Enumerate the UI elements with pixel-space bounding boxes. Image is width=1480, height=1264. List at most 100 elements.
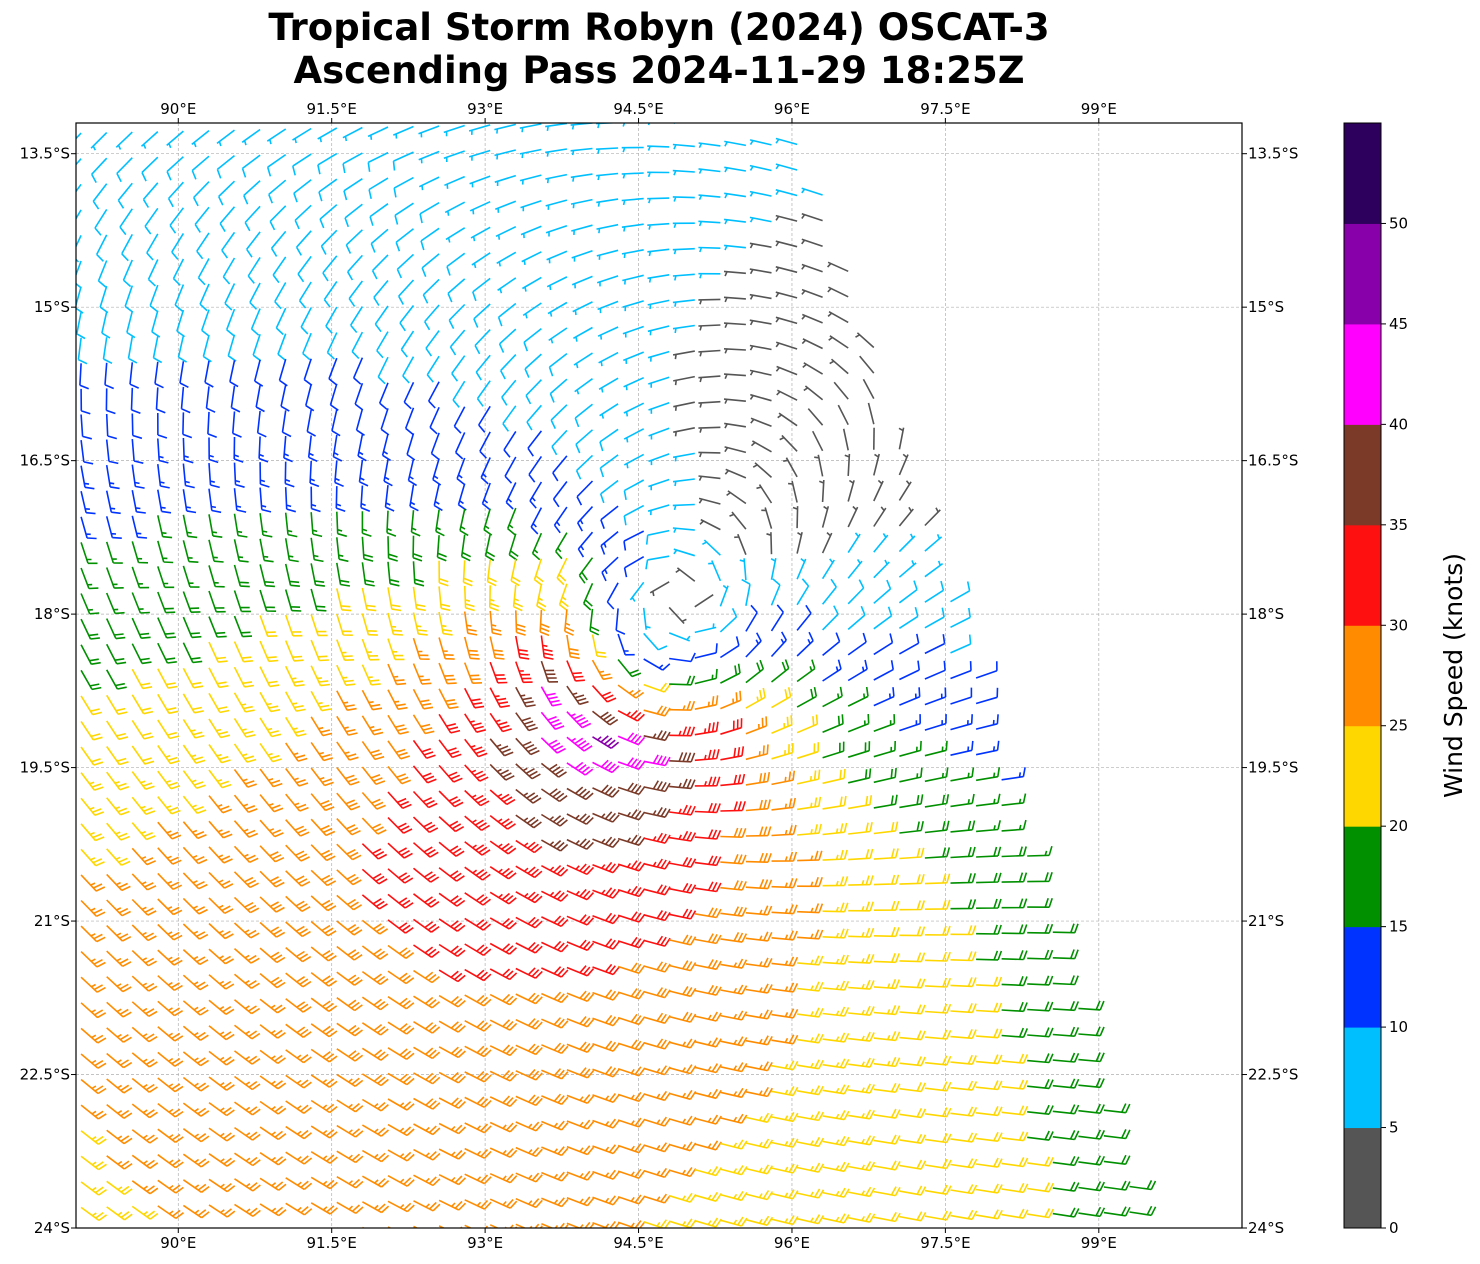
wind-barb (801, 263, 823, 273)
wind-barb (924, 660, 946, 680)
wind-barb (796, 1162, 825, 1173)
wind-barb (873, 687, 895, 707)
wind-barb (106, 1027, 132, 1043)
colorbar-tick-label: 5 (1389, 1119, 1399, 1137)
colorbar-tick-label: 50 (1389, 214, 1408, 232)
wind-barb (599, 454, 619, 478)
wind-barb (822, 1161, 850, 1173)
wind-barb (847, 632, 867, 656)
wind-barb (361, 664, 381, 686)
wind-barb (752, 462, 773, 478)
wind-barb (647, 299, 670, 310)
wind-barb (217, 180, 236, 206)
wind-barb (672, 324, 695, 334)
wind-barb (106, 771, 130, 791)
wind-barb (413, 1097, 441, 1110)
wind-barb (259, 538, 274, 563)
wind-barb (384, 485, 395, 512)
wind-barb (776, 389, 798, 401)
wind-barb (669, 934, 697, 946)
wind-barb (182, 821, 207, 840)
wind-barb (345, 229, 363, 254)
wind-barb (924, 1184, 952, 1195)
wind-barb (976, 950, 1003, 961)
wind-barb (233, 717, 256, 738)
wind-barb (669, 675, 696, 686)
wind-barb (122, 259, 134, 288)
wind-barb (413, 1123, 441, 1136)
wind-barb (284, 563, 300, 587)
wind-barb (361, 638, 380, 661)
wind-barb (822, 768, 846, 785)
wind-barb (387, 1174, 415, 1187)
wind-barb (80, 1104, 107, 1120)
wind-barb (1027, 1078, 1054, 1090)
wind-barb (387, 1149, 415, 1162)
wind-barb (435, 509, 445, 537)
wind-barb (1001, 1001, 1028, 1013)
wind-barb (617, 684, 645, 699)
wind-barb (545, 173, 568, 184)
wind-barb (179, 361, 189, 389)
wind-barb (489, 968, 518, 981)
wind-barb (380, 408, 390, 436)
wind-barb (303, 358, 313, 386)
wind-barb (592, 963, 620, 976)
wind-barb (643, 832, 671, 844)
wind-barb (192, 181, 210, 207)
wind-barb (515, 737, 540, 756)
wind-barb (387, 944, 415, 959)
wind-barb (80, 874, 106, 892)
wind-barb (1078, 1206, 1106, 1218)
wind-barb (899, 633, 920, 655)
wind-barb (1129, 1180, 1157, 1191)
wind-barb (873, 1108, 901, 1119)
wind-barb (669, 752, 696, 763)
wind-barb (1078, 1026, 1105, 1037)
wind-barb (208, 769, 232, 789)
wind-barb (157, 642, 177, 664)
wind-barb (80, 1181, 107, 1196)
wind-barb (975, 687, 999, 705)
wind-barb (505, 482, 517, 510)
wind-barb (719, 607, 738, 633)
wind-barb (481, 482, 491, 511)
wind-barb (924, 580, 945, 603)
wind-barb (361, 715, 384, 736)
wind-barb (723, 373, 746, 380)
wind-barb (847, 558, 863, 579)
wind-barb (456, 457, 466, 486)
wind-barb (797, 903, 824, 914)
wind-barb (76, 260, 82, 289)
wind-barb (899, 1004, 926, 1015)
wind-barb (106, 1129, 133, 1145)
wind-barb (672, 299, 695, 307)
wind-barb (310, 997, 338, 1012)
wind-barb (216, 129, 235, 147)
wind-barb (899, 952, 926, 963)
wind-barb (720, 801, 746, 812)
wind-barb (464, 738, 488, 758)
wind-barb (899, 1030, 926, 1041)
wind-barb (539, 609, 550, 637)
wind-barb (749, 164, 772, 172)
wind-barb (814, 454, 824, 477)
colorbar-segment (1344, 1027, 1381, 1129)
wind-barb (515, 1197, 543, 1209)
wind-barb (259, 921, 286, 938)
wind-barb (503, 430, 517, 458)
colorbar-segment (1344, 625, 1381, 727)
wind-barb (361, 919, 389, 935)
lon-tick-label: 90°E (160, 100, 196, 118)
wind-barb (617, 1194, 646, 1205)
wind-barb (413, 1148, 441, 1161)
wind-barb (899, 978, 926, 989)
wind-barb (643, 730, 671, 742)
wind-barb (157, 591, 176, 614)
wind-barb (796, 686, 818, 708)
wind-barb (412, 586, 426, 612)
wind-barb (647, 197, 670, 204)
wind-barb (182, 412, 193, 439)
wind-barb (1001, 898, 1028, 909)
wind-barb (617, 709, 645, 722)
